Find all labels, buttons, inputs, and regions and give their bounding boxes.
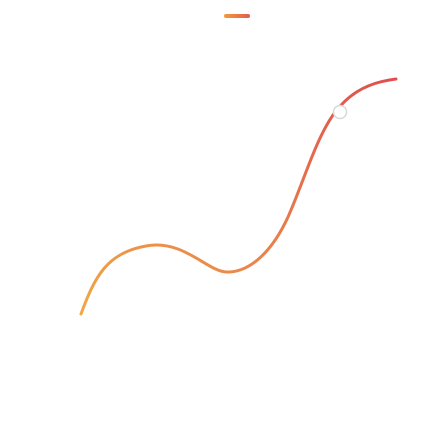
curve-line <box>79 77 398 316</box>
legend-swatch <box>224 14 250 18</box>
curve-control-handle[interactable] <box>332 104 348 120</box>
